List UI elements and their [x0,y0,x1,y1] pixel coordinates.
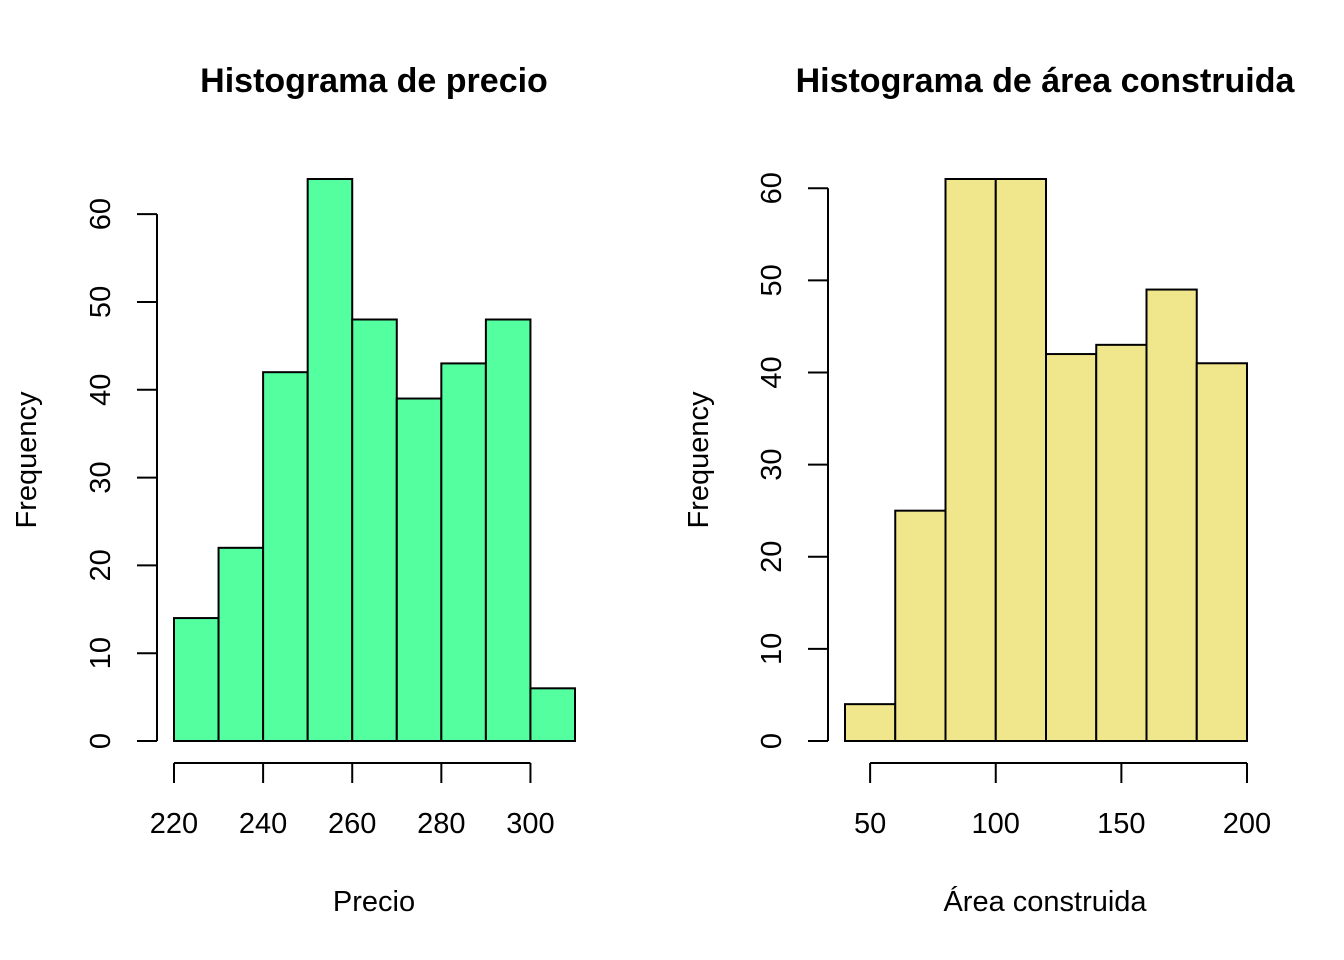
chart-title: Histograma de área construida [796,62,1296,100]
histogram-bar [173,617,220,742]
histogram-bar [529,687,577,742]
histogram-bar [351,318,398,742]
histogram-bar [306,178,354,742]
y-axis: 0 10 20 30 40 50 60 [85,198,158,749]
x-tick-label: 220 [150,808,198,840]
y-tick-label: 30 [85,461,117,493]
x-axis-label: Área construida [943,885,1147,918]
x-tick-label: 280 [417,808,465,840]
y-tick-label: 20 [756,541,788,573]
x-tick-label: 260 [328,808,376,840]
y-tick-label: 40 [756,356,788,388]
histogram-bar [944,178,997,742]
histogram-bar [262,371,309,742]
histogram-bar [217,546,265,742]
y-tick-label: 30 [756,448,788,480]
histogram-bar [395,397,443,742]
x-tick-label: 240 [239,808,287,840]
histogram-bar [894,509,947,742]
y-tick-label: 60 [756,172,788,204]
y-tick-label: 10 [756,633,788,665]
x-axis: 220 240 260 280 300 [150,762,555,840]
y-tick-label: 0 [85,733,117,749]
bars-group [173,178,577,742]
y-tick-label: 50 [756,264,788,296]
y-tick-label: 50 [85,286,117,318]
histogram-bar [994,178,1047,742]
y-tick-label: 0 [756,733,788,749]
x-tick-label: 150 [1097,808,1145,840]
histogram-bar [844,703,897,742]
y-axis: 0 10 20 30 40 50 60 [756,172,829,749]
histogram-bar [1195,362,1248,742]
y-tick-label: 20 [85,549,117,581]
x-axis: 50 100 150 200 [854,762,1271,840]
precio-histogram-panel: Histograma de precio Precio Frequency 22… [11,62,577,918]
histogram-bar [484,318,532,742]
histogram-bar [1045,353,1098,742]
x-axis-label: Precio [333,886,415,918]
histogram-bar [440,362,487,742]
y-tick-label: 60 [85,198,117,230]
y-tick-label: 10 [85,637,117,669]
chart-title: Histograma de precio [200,62,548,100]
area-histogram-panel: Histograma de área construida Área const… [683,62,1296,918]
x-tick-label: 50 [854,808,886,840]
histogram-bar [1095,343,1148,742]
histogram-bar [1145,288,1198,742]
y-axis-label: Frequency [11,391,43,529]
x-tick-label: 200 [1223,808,1271,840]
y-axis-label: Frequency [683,391,715,529]
y-tick-label: 40 [85,374,117,406]
x-tick-label: 100 [972,808,1020,840]
bars-group [844,178,1248,742]
x-tick-label: 300 [506,808,554,840]
